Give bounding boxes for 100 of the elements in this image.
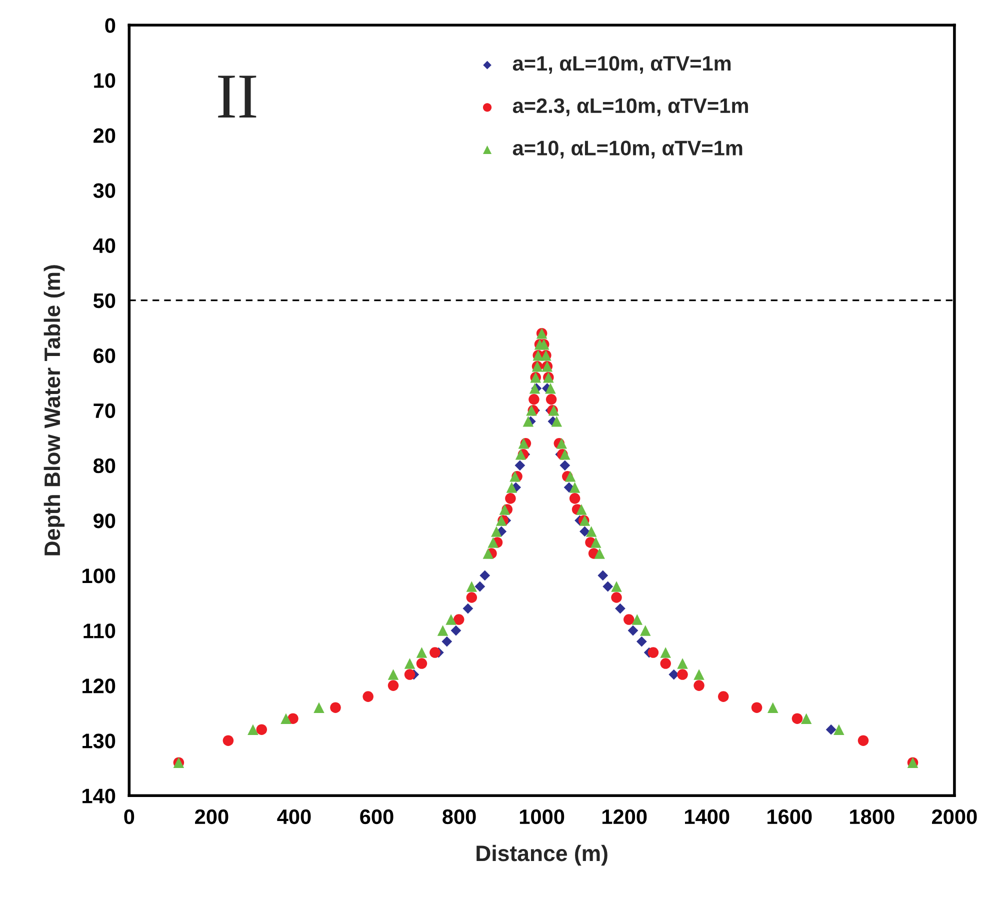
point: [505, 493, 516, 504]
y-tick-label: 100: [82, 568, 116, 584]
point: [628, 625, 638, 636]
point: [446, 614, 456, 625]
x-tick-label: 1800: [850, 809, 894, 824]
y-tick-label: 90: [94, 513, 116, 528]
point: [388, 680, 399, 691]
x-tick-label: 800: [442, 809, 476, 824]
point: [615, 603, 626, 614]
point: [858, 735, 869, 746]
point: [660, 658, 671, 669]
point: [751, 702, 762, 713]
point: [611, 581, 622, 592]
point: [466, 581, 478, 592]
x-tick-label: 400: [277, 809, 311, 824]
point: [694, 669, 704, 680]
point: [442, 636, 452, 647]
y-tick-label: 0: [105, 18, 116, 33]
x-tick-label: 0: [124, 809, 134, 824]
y-tick-label: 110: [84, 624, 116, 638]
point: [718, 691, 729, 702]
x-tick-label: 1400: [685, 809, 730, 824]
x-tick-label: 2000: [932, 809, 977, 824]
point: [430, 647, 440, 658]
y-tick-label: 140: [82, 788, 116, 804]
point: [648, 647, 659, 658]
point: [598, 570, 608, 581]
legend-label: a=1, αL=10m, αTV=1m: [512, 56, 731, 74]
legend-label: a=2.3, αL=10m, αTV=1m: [512, 98, 748, 116]
point: [314, 702, 324, 713]
point: [222, 735, 234, 746]
point: [466, 592, 478, 603]
y-tick-label: 80: [93, 458, 116, 474]
point: [480, 570, 490, 581]
point: [560, 449, 570, 460]
point: [580, 526, 590, 537]
y-tick-label: 130: [82, 734, 116, 748]
point: [280, 713, 292, 724]
y-tick-label: 10: [94, 73, 116, 88]
point: [569, 493, 580, 504]
point: [768, 702, 778, 713]
point: [482, 548, 494, 559]
point: [545, 382, 556, 394]
point: [800, 713, 812, 724]
point: [528, 394, 540, 405]
y-tick-label: 120: [82, 678, 116, 694]
point: [560, 460, 570, 471]
point: [792, 713, 803, 724]
x-axis-title: Distance (m): [476, 844, 608, 866]
point: [546, 394, 557, 405]
point: [826, 724, 836, 735]
point: [611, 592, 622, 603]
x-tick-label: 1200: [602, 809, 647, 824]
point: [640, 625, 651, 636]
point: [416, 647, 428, 658]
point: [636, 636, 647, 647]
point: [677, 669, 688, 680]
point: [499, 504, 510, 515]
x-tick-label: 600: [360, 809, 394, 824]
y-tick-label: 30: [93, 183, 116, 198]
x-tick-label: 200: [195, 809, 228, 824]
legend-label: a=10, αL=10m, αTV=1m: [512, 140, 742, 158]
point: [404, 658, 416, 669]
point: [677, 658, 688, 669]
point: [594, 548, 605, 559]
point: [623, 614, 634, 625]
point: [632, 614, 643, 625]
point: [404, 669, 416, 680]
y-tick-label: 70: [94, 403, 116, 418]
point: [590, 537, 602, 548]
point: [330, 702, 341, 713]
point: [288, 713, 298, 724]
point: [514, 460, 526, 471]
y-tick-label: 50: [93, 293, 116, 308]
point: [416, 658, 428, 669]
point: [576, 504, 587, 515]
point: [556, 438, 567, 449]
point: [564, 471, 576, 482]
y-tick-label: 20: [94, 128, 116, 143]
point: [834, 724, 844, 735]
point: [462, 603, 474, 614]
point: [388, 669, 399, 680]
point: [450, 625, 462, 636]
x-tick-label: 1000: [520, 809, 564, 824]
point: [474, 581, 486, 592]
point: [453, 614, 464, 625]
point: [362, 691, 374, 702]
point: [488, 537, 498, 548]
point: [491, 526, 502, 537]
point: [515, 449, 526, 460]
point: [522, 416, 534, 427]
y-axis-title: Depth Blow Water Table (m): [44, 265, 65, 556]
x-tick-label: 1600: [768, 809, 812, 824]
annotation: II: [218, 76, 256, 118]
point: [586, 526, 597, 537]
y-tick-label: 40: [93, 238, 116, 254]
point: [437, 625, 448, 636]
point: [569, 482, 580, 493]
point: [660, 647, 671, 658]
point: [248, 724, 258, 735]
